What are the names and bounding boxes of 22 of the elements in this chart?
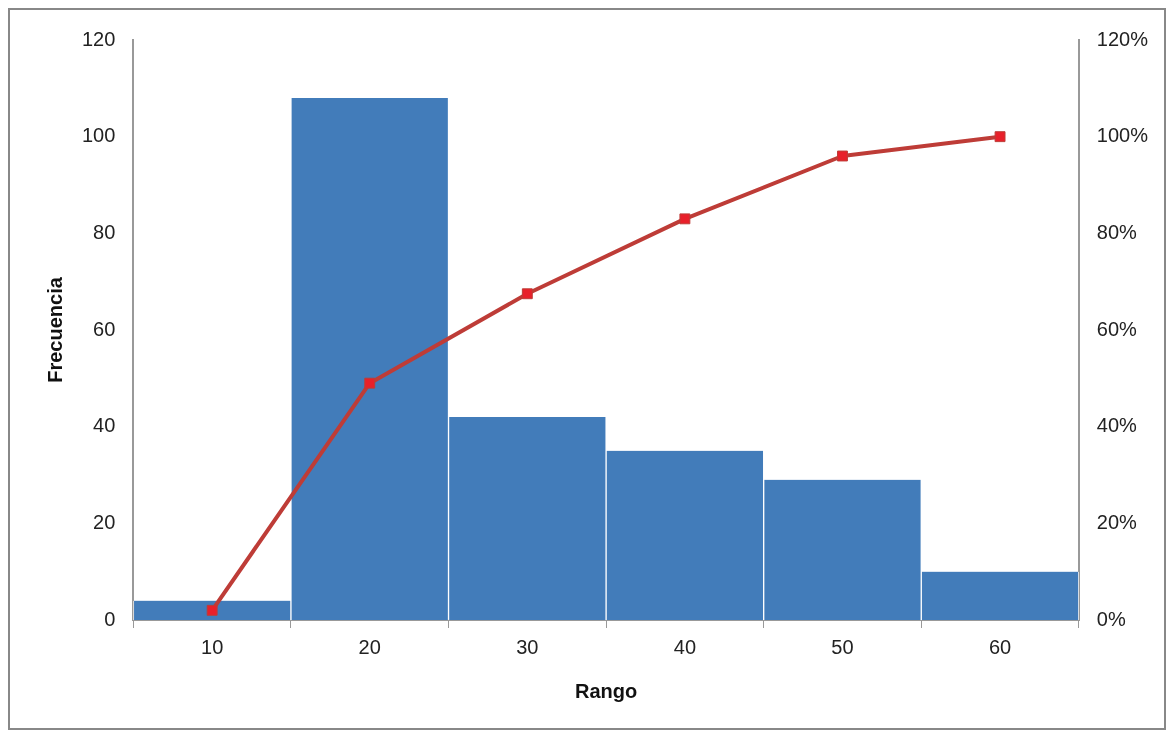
y-tick-label: 40 (93, 414, 116, 437)
y2-tick-label: 80% (1096, 220, 1138, 243)
y2-tick-label: 60% (1096, 317, 1138, 340)
y2-tick-label: 100% (1096, 124, 1149, 147)
y2-tick-label: 20% (1096, 510, 1138, 533)
y-tick-label: 80 (93, 220, 116, 243)
y-tick-label: 0 (104, 607, 116, 630)
y2-tick-label: 0% (1096, 607, 1126, 630)
y2-tick-label: 40% (1096, 414, 1138, 437)
x-tick-label: 50 (831, 635, 854, 658)
y-tick-label: 120 (81, 27, 116, 50)
x-axis-title: Rango (575, 679, 638, 702)
y-tick-label: 100 (81, 124, 116, 147)
x-tick-label: 60 (988, 635, 1012, 658)
x-tick-label: 30 (516, 635, 539, 658)
y-tick-label: 20 (93, 510, 116, 533)
x-tick-label: 10 (201, 635, 224, 658)
x-tick-label: 40 (673, 635, 697, 658)
x-tick-label: 20 (358, 635, 381, 658)
y-tick-label: 60 (93, 317, 116, 340)
y-axis-title: Frecuencia (43, 276, 66, 383)
y2-tick-label: 120% (1096, 27, 1149, 50)
